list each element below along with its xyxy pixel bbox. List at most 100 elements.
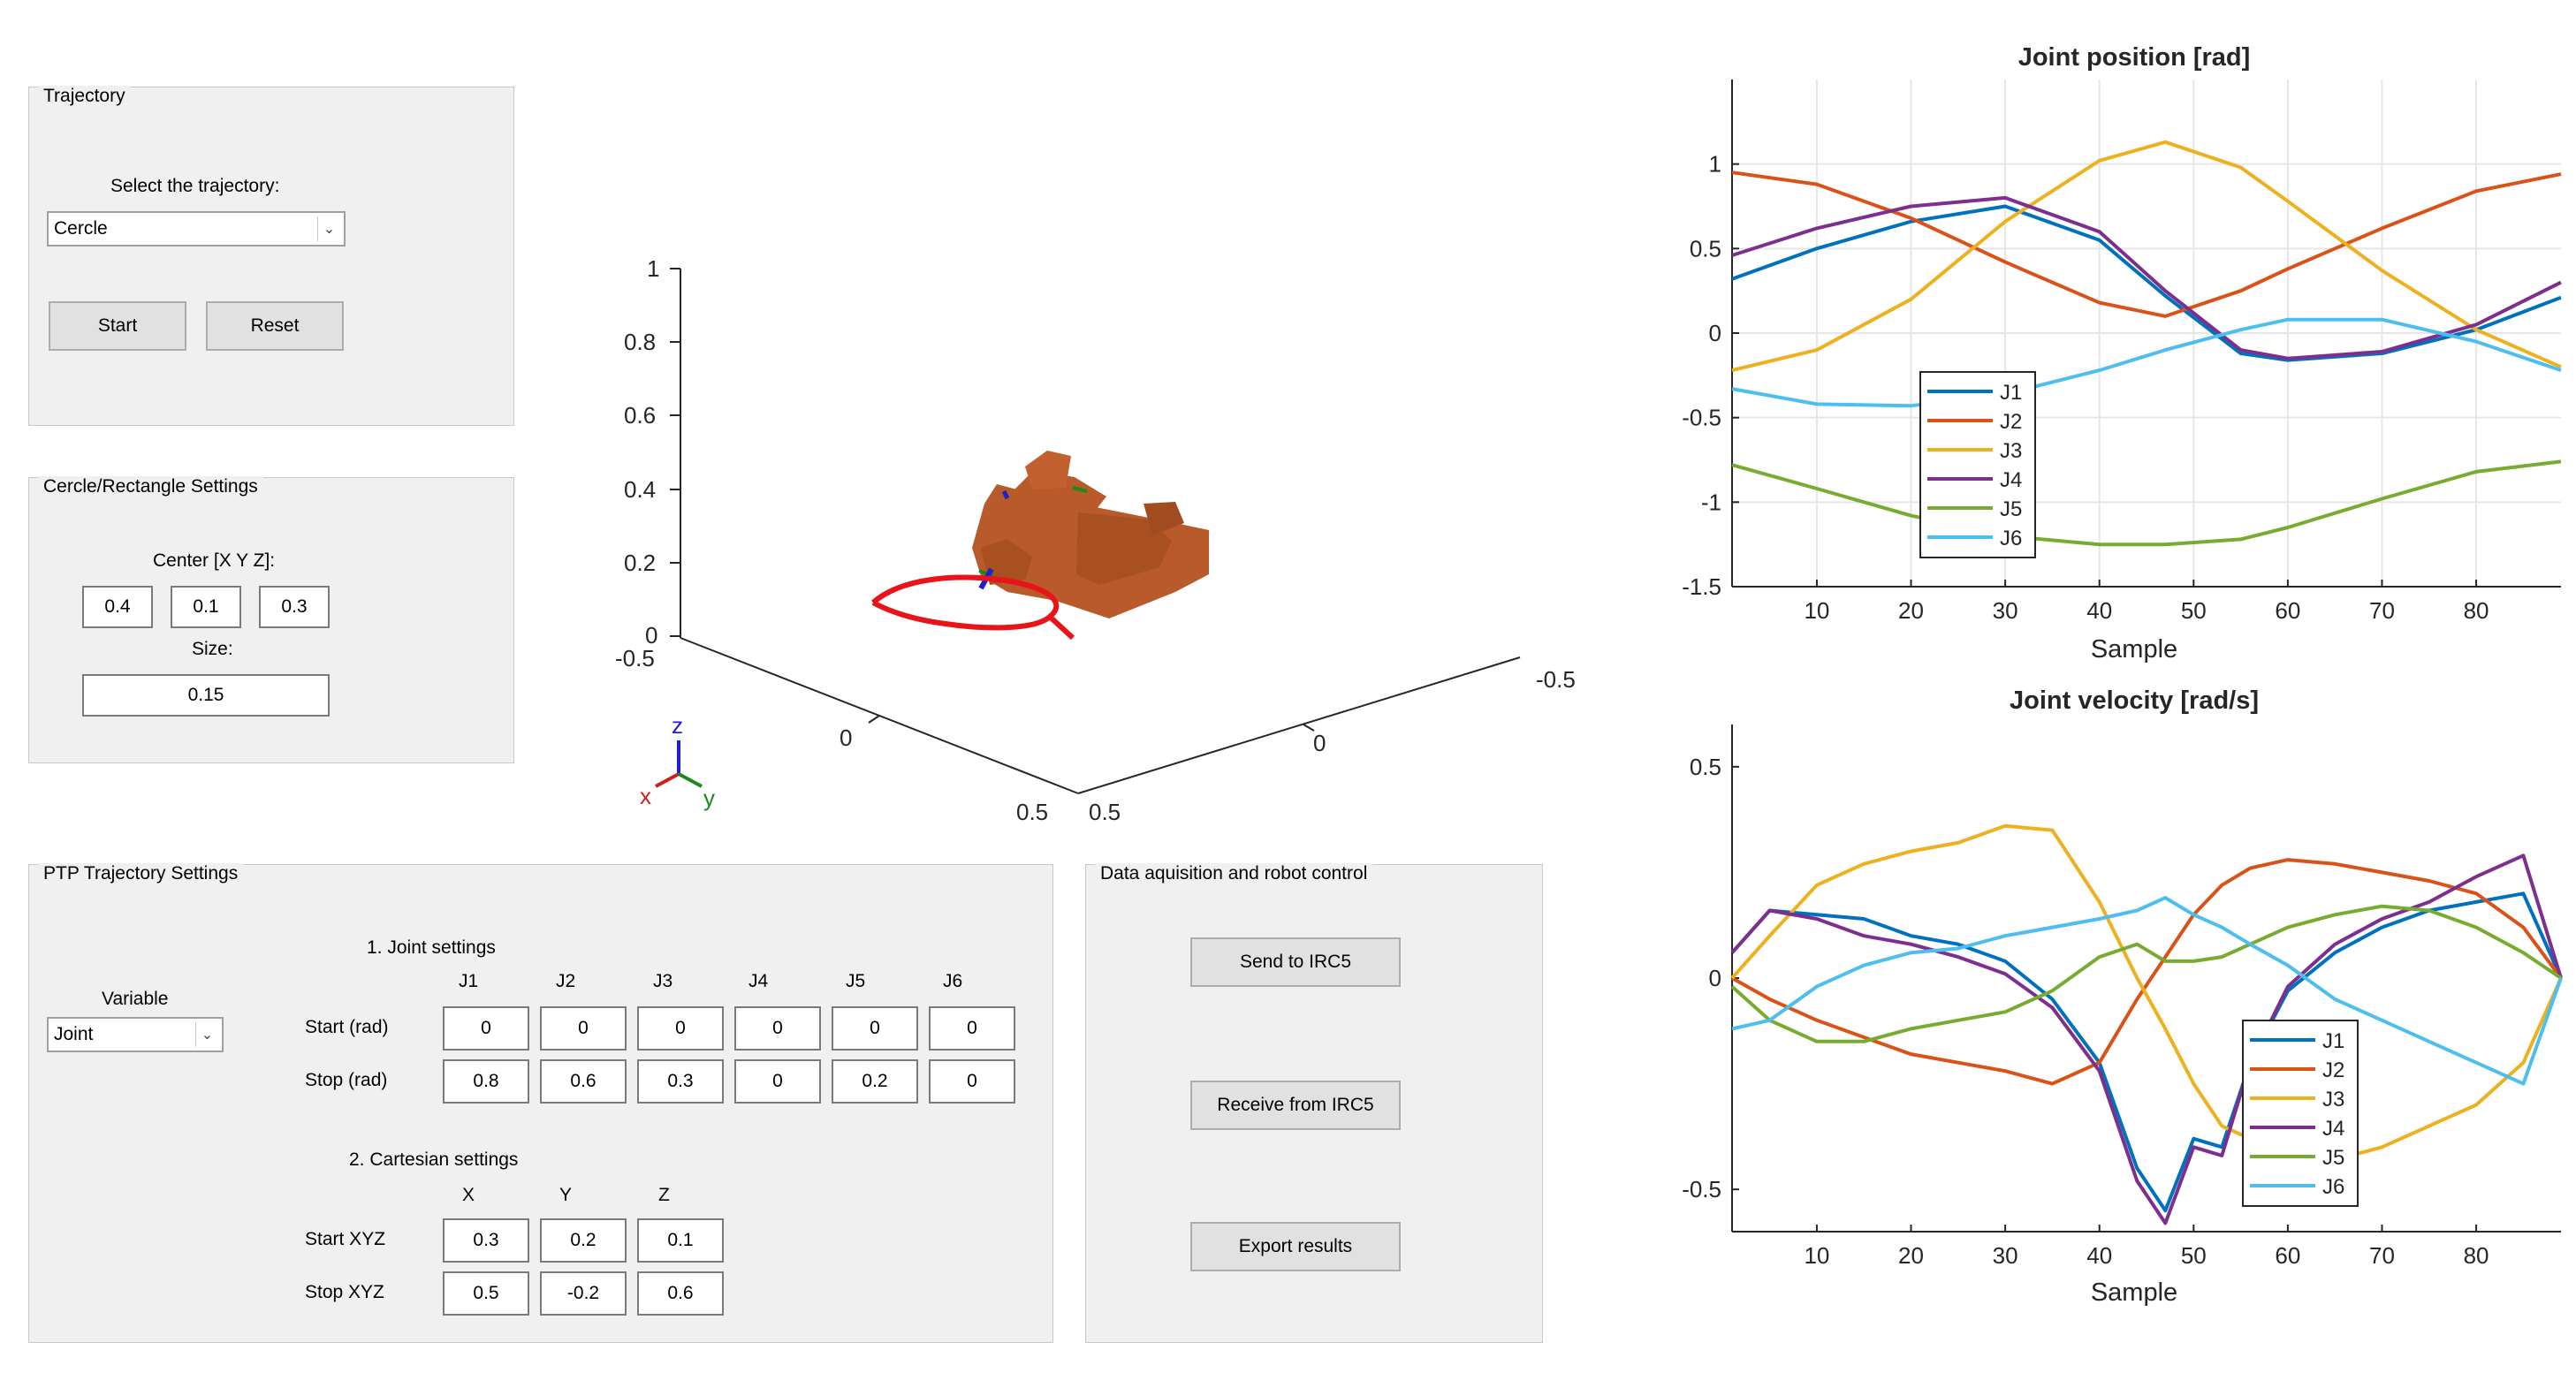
center-x-field[interactable]: 0.4 — [82, 586, 153, 628]
robot-arm-model — [972, 451, 1209, 618]
stop-rad-j2[interactable]: 0.6 — [540, 1059, 627, 1104]
start-rad-j3[interactable]: 0 — [637, 1006, 724, 1051]
triad-y-label: y — [703, 785, 715, 811]
chevron-down-icon[interactable]: ⌄ — [317, 216, 340, 241]
start-xyz-label: Start XYZ — [305, 1229, 386, 1249]
series-line-j5 — [1731, 459, 2562, 547]
legend-label-j1: J1 — [2000, 381, 2022, 405]
start-rad-j6[interactable]: 0 — [929, 1006, 1015, 1051]
x-tick-label: 10 — [1804, 1242, 1829, 1269]
select-trajectory-label: Select the trajectory: — [110, 176, 280, 196]
center-y-field[interactable]: 0.1 — [171, 586, 241, 628]
stop-z-field[interactable]: 0.6 — [637, 1271, 724, 1316]
z-tick-0.8: 0.8 — [624, 329, 656, 355]
export-results-button[interactable]: Export results — [1190, 1222, 1401, 1271]
stop-rad-j4[interactable]: 0 — [734, 1059, 821, 1104]
triad-x-label: x — [640, 783, 651, 809]
y-tick-label: -0.5 — [1682, 1176, 1721, 1202]
start-y-field[interactable]: 0.2 — [540, 1218, 627, 1263]
center-label: Center [X Y Z]: — [153, 550, 276, 571]
legend-label-j4: J4 — [2000, 468, 2022, 492]
series-line-j5 — [1730, 904, 2563, 1043]
variable-select-value: Joint — [54, 1024, 94, 1044]
x-tick-label: 10 — [1804, 597, 1829, 624]
axis-triad — [655, 740, 703, 788]
series-line-j6 — [1731, 896, 2563, 1086]
ptp-trajectory-panel: PTP Trajectory Settings Variable Joint ⌄… — [28, 863, 1053, 1343]
x-tick-label: 30 — [1993, 597, 2018, 624]
stop-rad-j1[interactable]: 0.8 — [443, 1059, 529, 1104]
x-tick-label: 20 — [1898, 1242, 1924, 1269]
trajectory-select[interactable]: Cercle ⌄ — [47, 211, 346, 247]
start-rad-j5[interactable]: 0 — [832, 1006, 918, 1051]
joint-position-chart[interactable]: Joint position [rad] Sample 10 20 30 40 50 60… — [1661, 30, 2572, 675]
legend-label-j1: J1 — [2322, 1029, 2344, 1053]
x-tick-label: 60 — [2275, 1242, 2300, 1269]
start-button[interactable]: Start — [49, 301, 186, 351]
triad-z-label: z — [672, 712, 683, 739]
robot-3d-view[interactable]: 1 0.8 0.6 0.4 0.2 0 -0.5 0 0.5 0.5 0 -0.… — [566, 239, 1608, 857]
y-tick-label: 1 — [1709, 151, 1721, 178]
x-tick-label: 70 — [2369, 1242, 2395, 1269]
x-tick-label: 40 — [2086, 1242, 2112, 1269]
x-tick-label: 50 — [2181, 1242, 2207, 1269]
reset-button[interactable]: Reset — [206, 301, 344, 351]
series-line-j3 — [1731, 140, 2562, 373]
y-tick-neg: -0.5 — [1536, 666, 1576, 693]
x-tick-label: 20 — [1898, 597, 1924, 624]
joint-velocity-chart[interactable]: Joint velocity [rad/s] Sample 10 20 30 40 50… — [1661, 679, 2572, 1324]
col-x: X — [462, 1185, 475, 1205]
legend-box — [1919, 371, 2036, 558]
legend-label-j3: J3 — [2000, 439, 2022, 463]
col-y: Y — [559, 1185, 573, 1205]
trajectory-panel-title: Trajectory — [38, 86, 131, 107]
send-to-irc5-button[interactable]: Send to IRC5 — [1190, 937, 1401, 987]
start-x-field[interactable]: 0.3 — [443, 1218, 529, 1263]
z-tick-0.6: 0.6 — [624, 402, 656, 429]
stop-rad-j6[interactable]: 0 — [929, 1059, 1015, 1104]
start-rad-j2[interactable]: 0 — [540, 1006, 627, 1051]
series-line-j1 — [1730, 891, 2563, 1213]
series-line-j6 — [1731, 317, 2562, 408]
legend-box — [2242, 1020, 2359, 1207]
x-tick-label: 80 — [2464, 1242, 2489, 1269]
cercle-rectangle-panel: Cercle/Rectangle Settings Center [X Y Z]… — [28, 476, 514, 763]
stop-rad-j3[interactable]: 0.3 — [637, 1059, 724, 1104]
y-tick-pos: 0.5 — [1089, 799, 1121, 825]
legend-label-j4: J4 — [2322, 1117, 2344, 1141]
start-rad-j1[interactable]: 0 — [443, 1006, 529, 1051]
chart-xlabel: Sample — [2091, 635, 2177, 664]
y-tick-label: 0 — [1709, 965, 1721, 991]
receive-from-irc5-button[interactable]: Receive from IRC5 — [1190, 1081, 1401, 1130]
center-z-field[interactable]: 0.3 — [259, 586, 330, 628]
x-tick-label: 70 — [2369, 597, 2395, 624]
col-j5: J5 — [846, 971, 866, 991]
stop-y-field[interactable]: -0.2 — [540, 1271, 627, 1316]
z-tick-1: 1 — [647, 255, 659, 282]
series-line-j3 — [1730, 823, 2563, 1162]
y-tick-label: -1.5 — [1682, 573, 1721, 600]
legend-label-j6: J6 — [2322, 1175, 2344, 1199]
x-tick-neg: -0.5 — [615, 645, 655, 671]
stop-x-field[interactable]: 0.5 — [443, 1271, 529, 1316]
start-z-field[interactable]: 0.1 — [637, 1218, 724, 1263]
series-line-j2 — [1731, 858, 2563, 1086]
start-rad-j4[interactable]: 0 — [734, 1006, 821, 1051]
z-tick-0: 0 — [645, 622, 657, 649]
x-tick-label: 50 — [2181, 597, 2207, 624]
y-tick-zero: 0 — [1313, 730, 1326, 756]
legend-label-j2: J2 — [2322, 1058, 2344, 1082]
size-field[interactable]: 0.15 — [82, 674, 330, 717]
cercle-panel-title: Cercle/Rectangle Settings — [38, 476, 263, 497]
size-label: Size: — [192, 639, 233, 659]
chart-title: Joint position [rad] — [2018, 43, 2251, 72]
legend-label-j6: J6 — [2000, 527, 2022, 550]
variable-select[interactable]: Joint ⌄ — [47, 1017, 224, 1052]
chevron-down-icon[interactable]: ⌄ — [195, 1022, 218, 1047]
y-tick-label: 0.5 — [1690, 235, 1721, 262]
trajectory-panel: Trajectory Select the trajectory: Cercle… — [28, 86, 514, 426]
col-j1: J1 — [459, 971, 479, 991]
ptp-panel-title: PTP Trajectory Settings — [38, 863, 244, 884]
robot-control-panel: Data aquisition and robot control Send t… — [1085, 863, 1543, 1343]
stop-rad-j5[interactable]: 0.2 — [832, 1059, 918, 1104]
